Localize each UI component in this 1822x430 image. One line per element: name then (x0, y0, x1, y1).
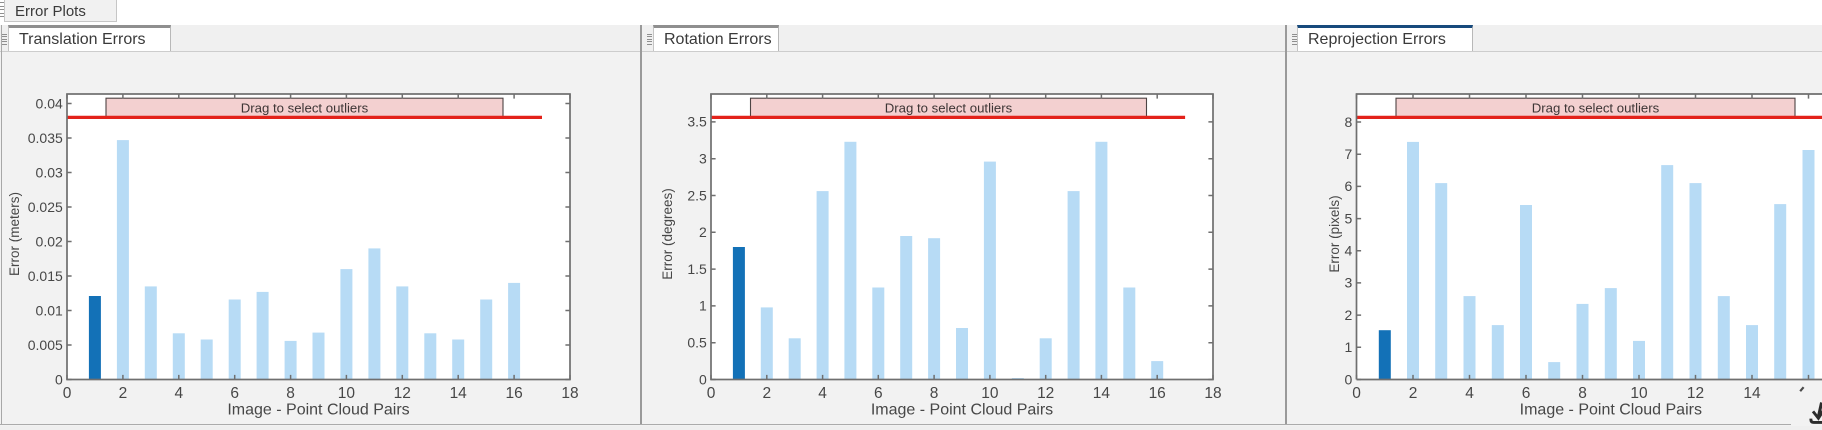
svg-text:10: 10 (338, 385, 356, 402)
svg-text:Drag to select outliers: Drag to select outliers (885, 100, 1013, 115)
svg-text:18: 18 (1204, 385, 1221, 402)
svg-text:3: 3 (699, 151, 707, 167)
svg-text:0: 0 (1352, 385, 1361, 402)
svg-text:1: 1 (699, 298, 707, 314)
svg-text:0: 0 (55, 371, 63, 387)
svg-text:2.5: 2.5 (687, 187, 707, 203)
svg-text:10: 10 (981, 385, 999, 402)
svg-text:6: 6 (1345, 178, 1353, 194)
svg-text:Error (meters): Error (meters) (7, 192, 22, 276)
svg-text:Drag to select outliers: Drag to select outliers (1532, 100, 1660, 115)
svg-text:3: 3 (1345, 275, 1353, 291)
svg-text:0: 0 (707, 385, 716, 402)
svg-text:2: 2 (119, 385, 128, 402)
svg-text:1.5: 1.5 (687, 261, 707, 277)
svg-text:8: 8 (930, 385, 939, 402)
svg-text:0: 0 (699, 371, 707, 387)
svg-text:7: 7 (1345, 146, 1353, 162)
svg-text:0.035: 0.035 (28, 130, 63, 146)
svg-text:2: 2 (1345, 307, 1353, 323)
svg-text:12: 12 (1037, 385, 1054, 402)
svg-text:3.5: 3.5 (687, 114, 707, 130)
svg-text:18: 18 (561, 385, 578, 402)
svg-text:2: 2 (1409, 385, 1418, 402)
svg-text:Image - Point Cloud Pairs: Image - Point Cloud Pairs (1520, 402, 1702, 419)
svg-text:4: 4 (818, 385, 827, 402)
svg-text:16: 16 (1149, 385, 1166, 402)
svg-text:14: 14 (450, 385, 468, 402)
svg-text:4: 4 (1465, 385, 1474, 402)
svg-text:0.5: 0.5 (687, 335, 707, 351)
svg-text:Image - Point Cloud Pairs: Image - Point Cloud Pairs (871, 402, 1053, 419)
svg-text:0.03: 0.03 (36, 164, 63, 180)
svg-text:6: 6 (874, 385, 883, 402)
svg-text:4: 4 (1345, 243, 1353, 259)
svg-text:8: 8 (1578, 385, 1587, 402)
svg-text:0: 0 (1345, 371, 1353, 387)
svg-text:6: 6 (1522, 385, 1531, 402)
svg-text:Drag to select outliers: Drag to select outliers (241, 100, 369, 115)
svg-text:0.04: 0.04 (36, 95, 63, 111)
svg-text:2: 2 (699, 224, 707, 240)
svg-text:1: 1 (1345, 339, 1353, 355)
svg-text:0: 0 (63, 385, 72, 402)
svg-text:Error (pixels): Error (pixels) (1327, 195, 1342, 272)
svg-text:12: 12 (394, 385, 411, 402)
svg-text:5: 5 (1345, 210, 1353, 226)
svg-text:0.02: 0.02 (36, 233, 63, 249)
svg-text:16: 16 (505, 385, 522, 402)
svg-text:4: 4 (174, 385, 183, 402)
svg-text:12: 12 (1687, 385, 1704, 402)
svg-text:2: 2 (762, 385, 771, 402)
svg-text:0.005: 0.005 (28, 337, 63, 353)
svg-text:10: 10 (1630, 385, 1648, 402)
svg-text:0.01: 0.01 (36, 302, 63, 318)
svg-text:14: 14 (1743, 385, 1761, 402)
svg-text:Error (degrees): Error (degrees) (660, 188, 675, 280)
svg-text:0.015: 0.015 (28, 268, 63, 284)
svg-text:6: 6 (230, 385, 239, 402)
svg-text:8: 8 (286, 385, 295, 402)
svg-text:0.025: 0.025 (28, 199, 63, 215)
svg-text:14: 14 (1093, 385, 1111, 402)
svg-text:Image - Point Cloud Pairs: Image - Point Cloud Pairs (227, 402, 409, 419)
svg-text:8: 8 (1345, 114, 1353, 130)
